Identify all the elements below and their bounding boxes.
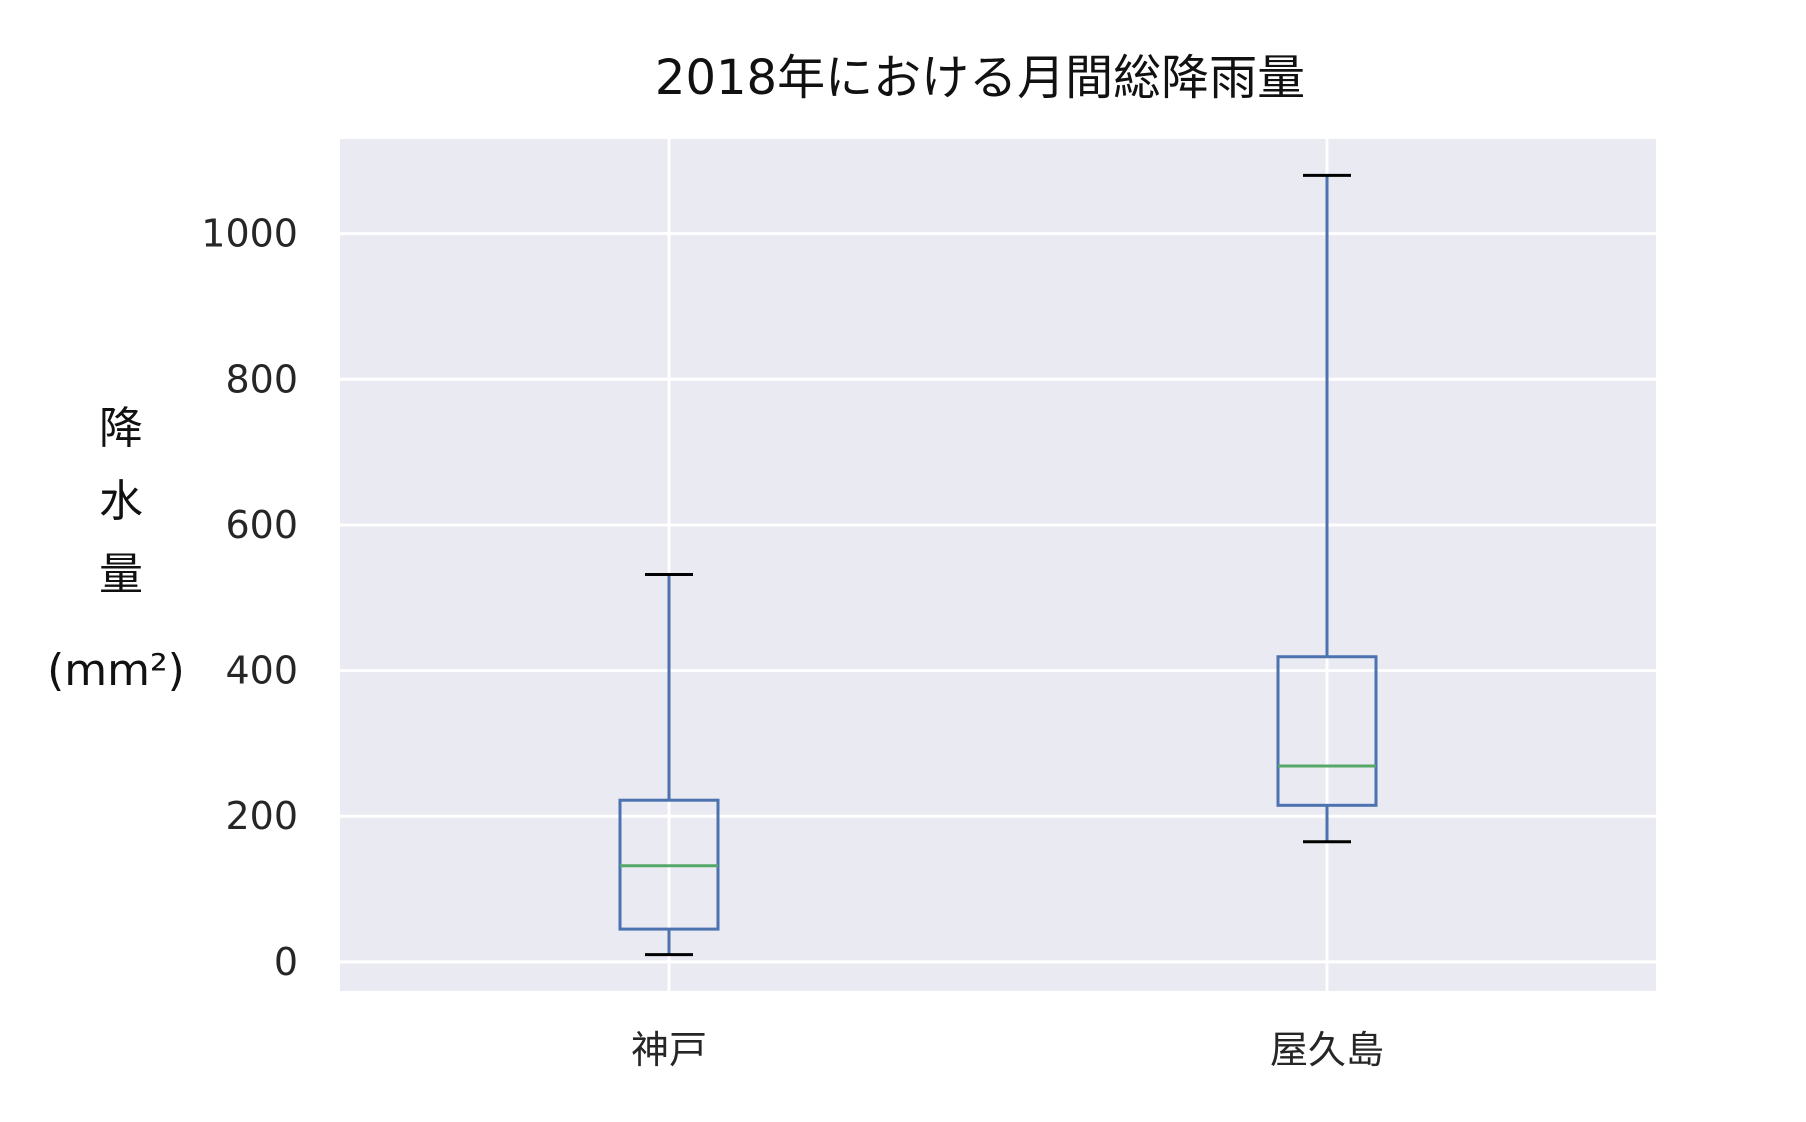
y-tick-label: 1000 [201,212,298,256]
y-tick-label: 600 [225,503,298,547]
y-axis-label-line: 量 [99,549,143,600]
y-axis-label: 降 水 量 (mm²) [47,403,185,696]
y-tick-label: 800 [225,357,298,401]
grid-lines [340,139,1656,991]
x-tick-label: 神戸 [631,1028,707,1072]
iqr-box [1276,655,1378,807]
y-tick-labels: 0 200 400 600 800 1000 [201,212,298,984]
boxes [618,173,1378,957]
box-group [1276,173,1378,844]
y-axis-label-line: 水 [99,476,143,527]
y-tick-label: 200 [225,794,298,838]
box-group [618,572,720,957]
chart-title: 2018年における月間総降雨量 [655,50,1305,106]
x-tick-labels: 神戸 屋久島 [631,1028,1384,1072]
y-tick-label: 0 [274,940,298,984]
y-axis-label-line: (mm²) [47,645,185,696]
plot-area [340,139,1656,991]
y-axis-label-line: 降 [99,403,143,454]
x-tick-label: 屋久島 [1270,1028,1384,1072]
y-tick-label: 400 [225,649,298,693]
